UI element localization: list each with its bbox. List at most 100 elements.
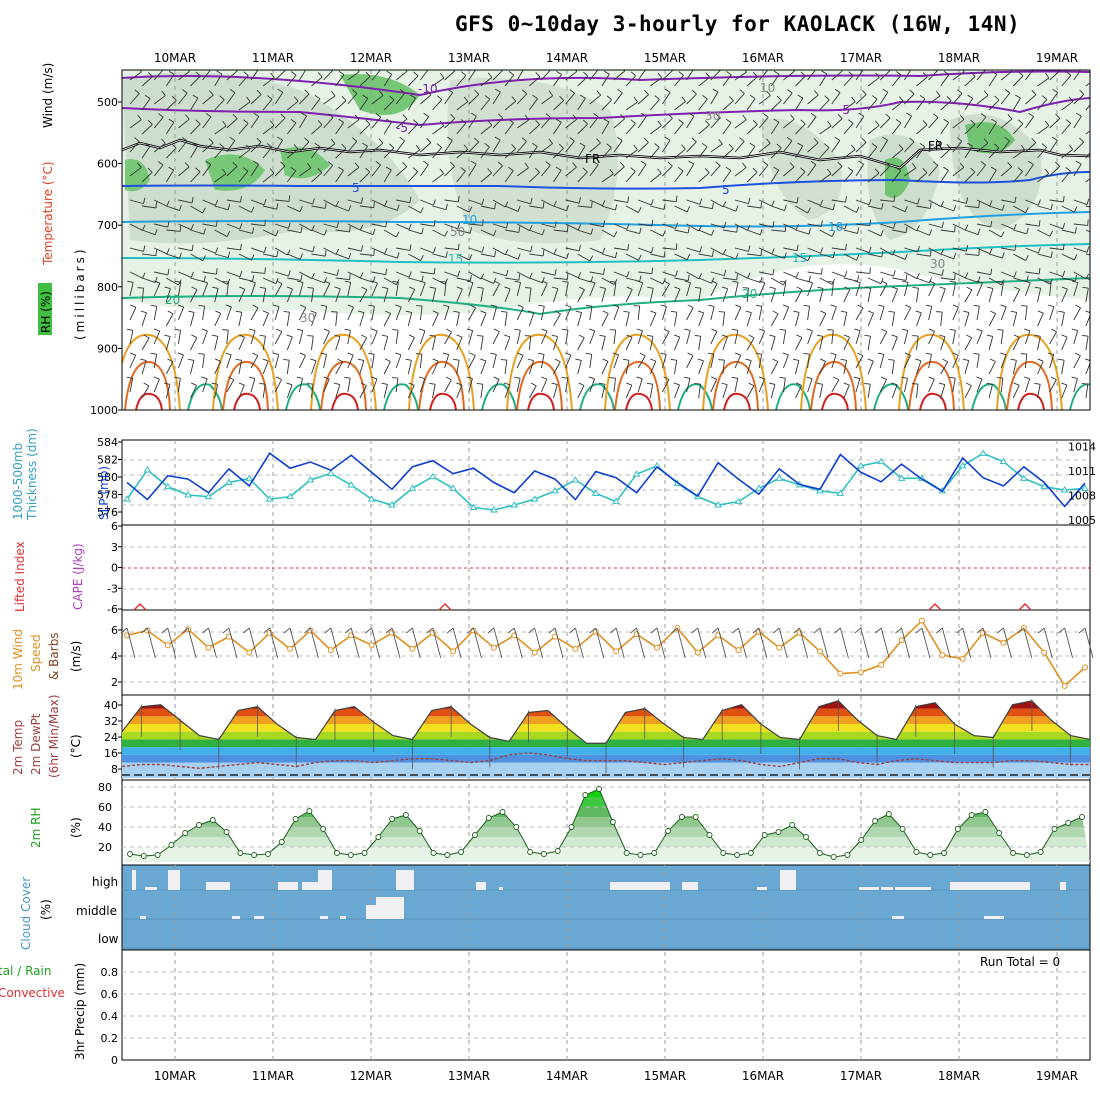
- wind-barb: [444, 331, 452, 345]
- wind-barb: [456, 75, 467, 87]
- wind-barb: [444, 165, 455, 177]
- contour-40: [821, 392, 849, 410]
- cape-tick-label: 0: [111, 562, 118, 575]
- wind-barb-flag: [158, 113, 164, 118]
- wind-barb-flag: [1065, 167, 1071, 172]
- wind-barb: [129, 71, 142, 81]
- wind-barb: [928, 283, 936, 297]
- wind-barb: [637, 306, 641, 321]
- wind-barb-flag: [144, 142, 151, 147]
- wind-barb: [601, 173, 614, 183]
- wind-barb-flag: [725, 166, 732, 171]
- wind-barb: [674, 288, 681, 303]
- wind-barb-flag: [593, 113, 599, 118]
- wind-barb: [444, 140, 453, 153]
- cloud-low-label: low: [98, 932, 119, 946]
- wind-barb: [625, 123, 636, 135]
- contour-25: [775, 383, 811, 410]
- wind-barb-flag: [880, 376, 887, 380]
- wind-barb: [371, 282, 378, 297]
- wind-barb: [903, 378, 908, 393]
- contour-40: [527, 392, 555, 410]
- wind-barb: [1085, 104, 1090, 111]
- wind10-barb-flag: [467, 627, 474, 634]
- cloud-mid-bar: [140, 916, 146, 919]
- wind-barb: [1085, 277, 1090, 281]
- date-labels-bottom: 10MAR 11MAR 12MAR 13MAR 14MAR 15MAR 16MAR 17MAR…: [154, 1069, 1078, 1083]
- wind-barb-flag: [882, 88, 889, 93]
- wind-barb-flag: [545, 113, 551, 118]
- wind-barb-flag: [678, 167, 684, 172]
- rh-shade-high: [205, 154, 265, 191]
- wind-barb: [855, 141, 867, 153]
- wind-barb-flag: [663, 280, 670, 285]
- wind-barb: [214, 361, 222, 375]
- wind-barb: [432, 277, 446, 285]
- wind-barb: [782, 282, 787, 297]
- wind-barb-flag: [1075, 160, 1082, 165]
- wind-barb: [262, 336, 266, 351]
- wind-barb-flag: [150, 304, 157, 307]
- wind-barb: [407, 360, 412, 375]
- wind-barb: [238, 289, 246, 303]
- wind-barb-flag: [850, 144, 856, 150]
- wind-barb: [420, 271, 435, 275]
- wind-barb-flag: [786, 137, 793, 142]
- date-label-bottom: 18MAR: [938, 1069, 980, 1083]
- wind-barb-flag: [548, 90, 554, 97]
- rh2m-point: [278, 839, 285, 845]
- wind-barb: [214, 229, 228, 237]
- wind-barb: [214, 253, 229, 259]
- wind-barb-flag: [909, 89, 915, 95]
- wind-barb: [492, 247, 506, 256]
- wind-barb-flag: [413, 119, 419, 125]
- wind-barb: [202, 282, 209, 297]
- wind-barb-flag: [1034, 382, 1041, 385]
- wind-barb-flag: [297, 280, 304, 283]
- wind-barb-flag: [1061, 334, 1068, 338]
- wind10-barb: [493, 627, 503, 659]
- cloud-high-bar: [396, 870, 414, 890]
- wind-barb: [287, 148, 299, 159]
- wind-barb: [734, 141, 745, 153]
- wind-barb: [577, 98, 586, 111]
- wind-barb-flag: [1004, 89, 1011, 94]
- wind-barb: [165, 361, 174, 375]
- wind-barb: [843, 229, 858, 234]
- wind10-point: [817, 648, 824, 655]
- wind-barb: [843, 289, 851, 303]
- wind-barb-flag: [684, 376, 691, 379]
- wind-barb: [698, 384, 701, 399]
- wind-barb: [1073, 282, 1079, 297]
- wind-barb-flag: [1010, 358, 1017, 361]
- rh2m-point: [665, 828, 672, 834]
- wind-barb-flag: [137, 162, 142, 168]
- wind-barb-flag: [351, 137, 358, 142]
- wind-barb: [746, 385, 755, 399]
- wind-barb-flag: [349, 225, 351, 232]
- wind-barb: [347, 354, 354, 369]
- wind-barb: [420, 116, 429, 129]
- rh2m-point: [485, 815, 492, 821]
- wind-barb: [686, 115, 695, 129]
- wind-barb: [710, 199, 724, 208]
- wind-barb: [577, 360, 582, 375]
- wind-barb: [662, 199, 677, 203]
- wind10-barb-flag: [671, 627, 678, 634]
- wind-barb: [674, 148, 686, 159]
- wind-barb: [347, 71, 360, 81]
- wind-barb-flag: [919, 94, 926, 100]
- wind-barb: [698, 172, 710, 183]
- wind-barb-flag: [811, 65, 816, 69]
- wind-barb-flag: [504, 334, 511, 338]
- rh2m-point: [968, 812, 975, 818]
- wind-barb: [541, 164, 551, 177]
- wind-barb: [831, 118, 843, 129]
- contour-15: [122, 243, 1090, 264]
- wind-barb: [650, 277, 664, 285]
- wind-barb: [432, 313, 439, 327]
- rh2m-band: [122, 827, 1090, 837]
- wind-barb: [371, 164, 381, 177]
- thickness-point: [591, 489, 600, 496]
- wind-barb: [456, 384, 463, 399]
